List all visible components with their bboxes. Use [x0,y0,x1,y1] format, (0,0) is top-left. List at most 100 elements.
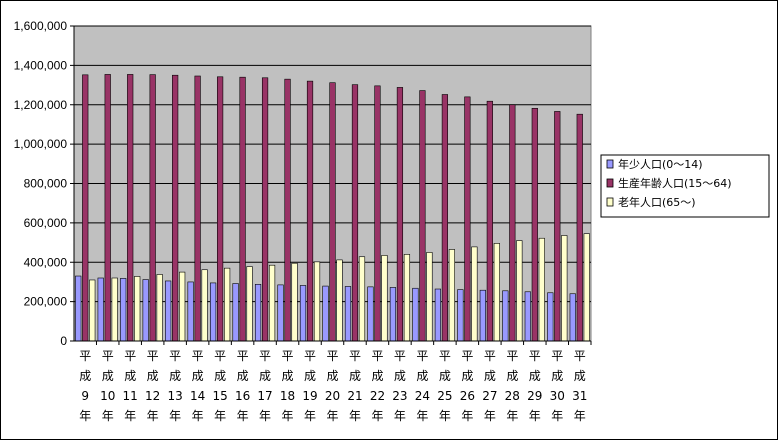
bar [210,282,217,342]
bar [486,100,493,342]
bar [127,74,134,342]
bar [351,84,359,342]
x-tick-label: 平成 12 年 [145,349,160,423]
y-tick-label: 1,000,000 [14,137,68,151]
bar [313,261,321,342]
bar [583,233,590,342]
bar [561,235,568,342]
bar [403,254,411,342]
y-tick-label: 1,200,000 [14,98,68,112]
bar [291,262,298,342]
x-tick-label: 平成 22 年 [370,349,385,423]
x-tick-label: 平成 31 年 [572,349,587,423]
x-tick-label: 平成 9 年 [79,349,91,423]
bar [142,279,149,342]
bar [149,74,156,342]
bar [268,264,276,342]
bar [358,256,366,342]
bar [187,281,194,342]
bar [97,277,104,342]
bar [412,287,419,342]
bar [396,87,404,342]
bar [104,74,111,342]
bar [111,277,118,342]
bar [179,271,186,342]
bar [306,80,314,342]
y-tick-label: 400,000 [24,255,68,269]
x-tick-label: 平成 29 年 [527,349,542,423]
legend-label: 老年人口(65～) [618,195,696,209]
x-tick-label: 平成 13 年 [168,349,183,423]
bar [120,278,127,342]
bar [284,78,291,342]
bar [367,286,374,342]
bar [516,240,523,342]
bar [457,289,464,342]
bar [547,292,554,342]
y-tick-label: 600,000 [24,216,68,230]
bar [524,291,531,342]
bar [569,293,576,342]
bar [217,76,224,342]
y-tick-label: 200,000 [24,295,68,309]
bar [232,283,239,342]
x-tick-label: 平成 17 年 [257,349,272,423]
x-tick-label: 平成 28 年 [505,349,520,423]
x-tick-label: 平成 18 年 [280,349,295,423]
bar [172,74,179,342]
bar [254,283,262,342]
plot-area [73,25,592,342]
y-tick-label: 0 [60,334,67,348]
bar [531,107,538,342]
bar [419,90,426,342]
bar [299,285,307,342]
bar [441,94,448,342]
x-tick-label: 平成 15 年 [212,349,227,423]
x-tick-label: 平成 16 年 [235,349,250,423]
bar [224,267,231,342]
x-tick-label: 平成 27 年 [482,349,497,423]
bar [538,237,545,342]
x-tick-label: 平成 20 年 [325,349,340,423]
x-tick-label: 平成 30 年 [550,349,565,423]
bar [194,75,201,342]
x-tick-label: 平成 25 年 [437,349,452,423]
legend-label: 年少人口(0～14) [618,157,703,171]
y-tick-label: 800,000 [24,177,68,191]
bar [381,255,388,342]
bar [448,249,455,342]
bar [502,290,509,342]
bar [246,266,253,342]
legend-swatch [606,178,614,188]
x-tick-label: 平成 21 年 [347,349,362,423]
legend: 年少人口(0～14) 生産年齢人口(15～64) 老年人口(65～) [600,154,770,218]
x-tick-label: 平成 23 年 [392,349,407,423]
legend-label: 生産年齢人口(15～64) [618,176,732,190]
bar [471,246,478,342]
bar [89,279,96,342]
x-tick-label: 平成 19 年 [302,349,317,423]
bar [277,284,284,342]
bar [75,275,82,342]
bar [554,111,561,342]
bar [374,85,381,342]
bar [201,269,208,342]
bar [464,96,471,342]
bar [344,286,352,342]
bar [336,259,343,342]
x-axis: 平成 9 年平成 10 年平成 11 年平成 12 年平成 13 年平成 14 年平成 15 年平成 16 年平… [74,340,592,423]
x-tick-label: 平成 14 年 [190,349,205,423]
bar [576,113,583,342]
x-tick-label: 平成 24 年 [415,349,430,423]
bar [509,104,516,342]
y-tick-label: 1,600,000 [14,19,68,33]
bar [389,287,397,342]
legend-swatch [606,159,614,169]
bar [322,285,329,342]
bar [493,243,500,342]
bar [165,280,172,342]
bar [261,77,269,342]
y-tick-label: 1,400,000 [14,58,68,72]
legend-swatch [606,197,614,207]
